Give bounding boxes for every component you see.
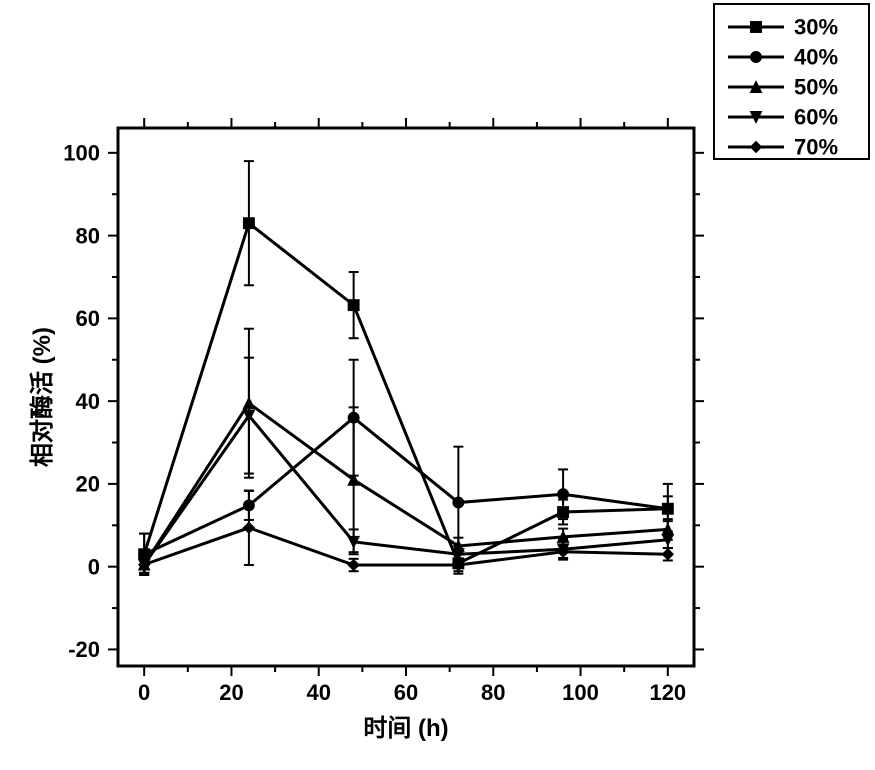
x-tick-label: 0 <box>138 680 150 705</box>
legend-label: 70% <box>794 135 838 160</box>
legend: 30% 40% 50% 60% 70% <box>714 4 869 160</box>
legend-label: 50% <box>794 75 838 100</box>
legend-label: 40% <box>794 45 838 70</box>
legend-label: 30% <box>794 15 838 40</box>
y-tick-label: 0 <box>88 554 100 579</box>
x-axis-label: 时间 (h) <box>363 715 448 742</box>
legend-label: 60% <box>794 105 838 130</box>
x-tick-label: 60 <box>394 680 418 705</box>
x-tick-label: 20 <box>219 680 243 705</box>
chart-container: 0 20 40 60 80 100 120 时间 (h) -20 0 20 40 60 80 100 相对酶活… <box>0 0 875 770</box>
y-axis-label: 相对酶活 (%) <box>28 327 56 467</box>
x-tick-label: 120 <box>649 680 686 705</box>
y-tick-label: 60 <box>76 306 100 331</box>
x-tick-label: 100 <box>562 680 599 705</box>
y-tick-label: 80 <box>76 223 100 248</box>
y-tick-label: 100 <box>63 141 100 166</box>
y-tick-label: -20 <box>68 637 100 662</box>
chart-svg: 0 20 40 60 80 100 120 时间 (h) -20 0 20 40 60 80 100 相对酶活… <box>0 0 875 770</box>
y-tick-label: 40 <box>76 389 100 414</box>
y-tick-label: 20 <box>76 472 100 497</box>
x-tick-label: 40 <box>306 680 330 705</box>
x-tick-label: 80 <box>481 680 505 705</box>
